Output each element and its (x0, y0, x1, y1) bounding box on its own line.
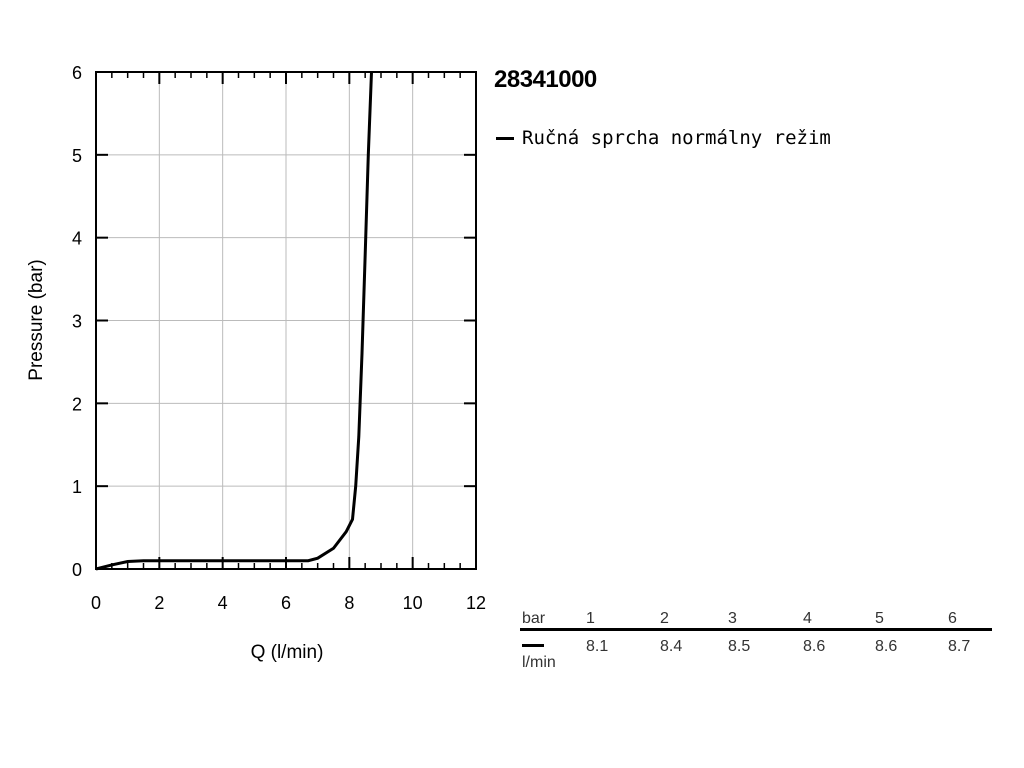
legend: Ručná sprcha normálny režim (496, 127, 831, 149)
pressure-cell: 3 (728, 610, 737, 627)
flow-cell: 8.6 (803, 638, 826, 655)
legend-label: Ručná sprcha normálny režim (522, 127, 831, 149)
x-tick-label: 0 (91, 593, 101, 613)
pressure-cell: 1 (586, 610, 595, 627)
plot-frame (95, 71, 477, 570)
flow-table: bar 1 2 3 4 5 6 8.1 8.4 8.5 8.6 8.6 8.7 … (520, 608, 992, 671)
y-tick-label: 3 (72, 312, 82, 332)
flow-unit: l/min (522, 654, 556, 671)
pressure-unit: bar (522, 610, 546, 627)
flow-cell: 8.7 (948, 638, 971, 655)
flow-cell: 8.6 (875, 638, 898, 655)
x-axis-title: Q (l/min) (251, 642, 324, 663)
flow-row: 8.1 8.4 8.5 8.6 8.6 8.7 (520, 638, 992, 660)
series-line (95, 71, 373, 571)
flow-cell: 8.4 (660, 638, 683, 655)
table-divider (520, 628, 992, 631)
x-tick-label: 2 (154, 593, 164, 613)
y-tick-label: 4 (72, 229, 82, 249)
product-code: 28341000 (494, 66, 597, 93)
series-marker (522, 644, 544, 647)
legend-swatch (496, 136, 514, 140)
pressure-cell: 2 (660, 610, 669, 627)
x-tick-label: 6 (281, 593, 291, 613)
y-axis-title: Pressure (bar) (26, 259, 47, 380)
pressure-row: bar 1 2 3 4 5 6 (520, 608, 992, 630)
flow-cell: 8.5 (728, 638, 751, 655)
x-tick-label: 12 (466, 593, 486, 613)
y-tick-label: 5 (72, 146, 82, 166)
x-tick-label: 4 (218, 593, 228, 613)
pressure-cell: 4 (803, 610, 812, 627)
y-tick-label: 6 (72, 63, 82, 83)
flow-cell: 8.1 (586, 638, 609, 655)
grid (96, 72, 476, 569)
y-tick-label: 0 (72, 560, 82, 580)
y-tick-label: 2 (72, 394, 82, 414)
pressure-cell: 6 (948, 610, 957, 627)
y-tick-label: 1 (72, 477, 82, 497)
pressure-cell: 5 (875, 610, 884, 627)
x-tick-label: 10 (403, 593, 423, 613)
x-tick-label: 8 (344, 593, 354, 613)
